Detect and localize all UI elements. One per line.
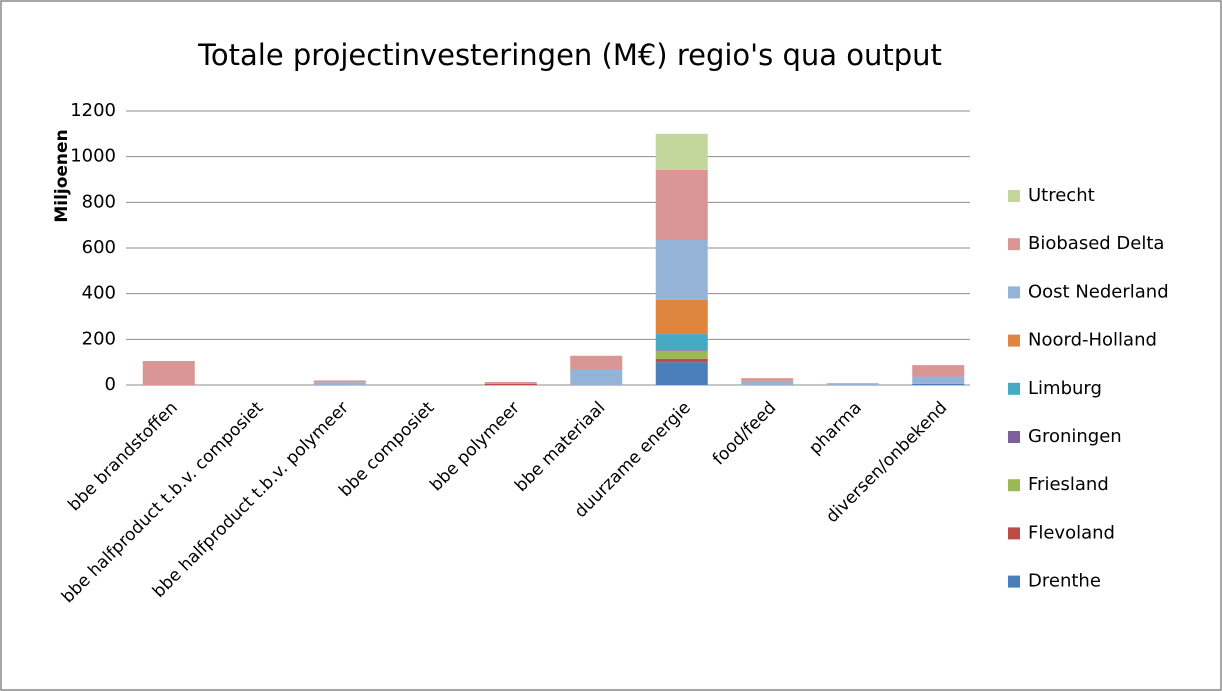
- bar-segment: [484, 382, 537, 384]
- legend-label: Drenthe: [1028, 571, 1101, 592]
- y-axis-title: Miljoenen: [52, 129, 72, 222]
- legend-label: Biobased Delta: [1028, 233, 1164, 254]
- legend-label: Oost Nederland: [1028, 281, 1169, 302]
- bar-segment: [570, 369, 623, 385]
- legend-swatch: [1008, 382, 1020, 395]
- bar-segment: [912, 383, 965, 385]
- legend-swatch: [1008, 431, 1020, 443]
- bar-segment: [655, 334, 708, 351]
- legend-swatch: [1008, 190, 1020, 202]
- bar-segment: [655, 169, 708, 241]
- legend-label: Utrecht: [1028, 185, 1095, 206]
- legend-swatch: [1008, 286, 1020, 299]
- bar-segment: [313, 380, 366, 383]
- bar-segment: [484, 383, 537, 385]
- legend-label: Flevoland: [1028, 522, 1115, 543]
- bar-segment: [142, 361, 195, 385]
- legend-label: Limburg: [1028, 378, 1102, 399]
- bar-segment: [655, 240, 708, 300]
- bar-segment: [912, 376, 965, 384]
- legend-swatch: [1008, 238, 1020, 251]
- bar-segment: [655, 358, 708, 363]
- bar-segment: [741, 378, 794, 382]
- legend-label: Groningen: [1028, 426, 1122, 447]
- y-tick-label: 0: [105, 374, 116, 395]
- bar-segment: [912, 365, 965, 377]
- legend-swatch: [1008, 527, 1020, 540]
- y-tick-label: 1000: [70, 146, 116, 167]
- bar-segment: [313, 382, 366, 385]
- legend-swatch: [1008, 575, 1020, 588]
- bar-segment: [741, 381, 794, 385]
- y-tick-label: 200: [82, 328, 116, 349]
- legend-swatch: [1008, 334, 1020, 347]
- y-tick-label: 600: [82, 237, 116, 258]
- y-tick-label: 400: [82, 283, 116, 304]
- bar-segment: [655, 133, 708, 170]
- bar-segment: [655, 362, 708, 385]
- legend-label: Noord-Holland: [1028, 330, 1157, 351]
- chart-title: Totale projectinvesteringen (M€) regio's…: [197, 38, 942, 72]
- bar-segment: [570, 355, 623, 370]
- legend-label: Friesland: [1028, 474, 1109, 495]
- y-tick-label: 800: [82, 191, 116, 212]
- legend-swatch: [1008, 479, 1020, 492]
- bar-segment: [655, 299, 708, 335]
- y-tick-label: 1200: [70, 100, 116, 121]
- bar-segment: [655, 350, 708, 351]
- bar-segment: [655, 350, 708, 359]
- bar-segment: [826, 383, 879, 385]
